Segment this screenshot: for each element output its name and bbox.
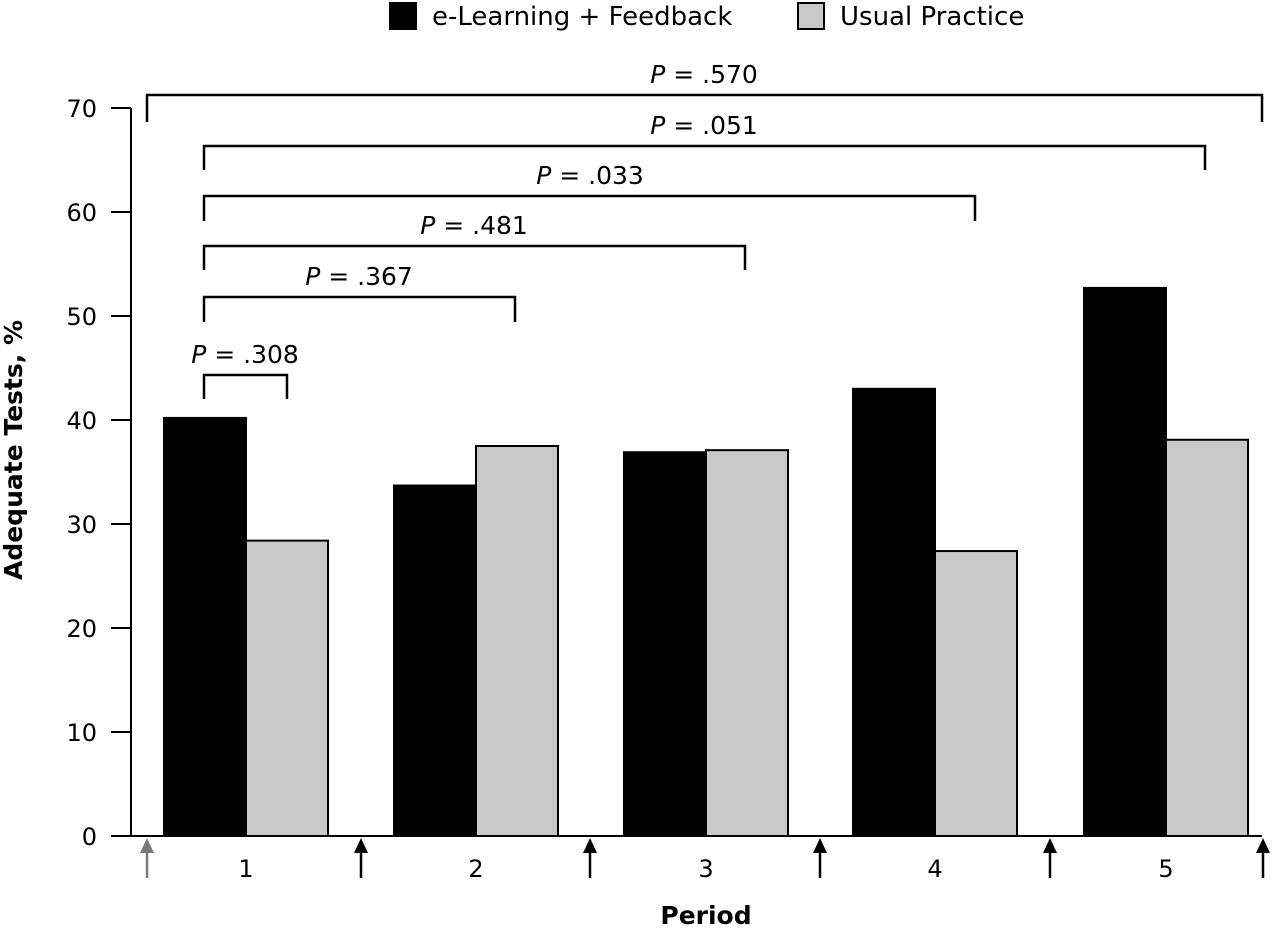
p-value-label: P = .481 bbox=[420, 211, 528, 240]
period-boundary-arrow bbox=[140, 838, 154, 878]
bar-usual-practice-period-1 bbox=[245, 539, 329, 837]
bar-elearning-period-4 bbox=[852, 387, 936, 837]
y-tick-label: 20 bbox=[66, 615, 97, 643]
y-axis-title: Adequate Tests, % bbox=[0, 320, 28, 580]
p-value-label: P = .033 bbox=[536, 161, 644, 190]
y-axis: 0 10 20 30 40 50 60 70 bbox=[66, 95, 132, 851]
period-boundary-arrow bbox=[583, 838, 597, 878]
bar-usual-practice-period-4 bbox=[934, 550, 1018, 837]
y-tick-label: 50 bbox=[66, 303, 97, 331]
legend: e-Learning + Feedback Usual Practice bbox=[389, 2, 1024, 32]
legend-label-elearning: e-Learning + Feedback bbox=[432, 2, 732, 32]
x-tick-label: 4 bbox=[927, 855, 942, 883]
comparison-bracket: P = .051 bbox=[202, 111, 1207, 170]
comparison-bracket: P = .570 bbox=[145, 60, 1264, 122]
bars bbox=[163, 286, 1249, 838]
x-axis: 1 2 3 4 5 bbox=[131, 835, 1270, 883]
p-value-label: P = .570 bbox=[650, 60, 758, 89]
x-tick-label: 2 bbox=[468, 855, 483, 883]
legend-item-usual-practice: Usual Practice bbox=[797, 2, 1024, 32]
legend-swatch-usual-practice bbox=[797, 2, 825, 30]
p-value-label: P = .367 bbox=[305, 262, 413, 291]
bar-elearning-period-3 bbox=[623, 451, 707, 837]
bar-usual-practice-period-2 bbox=[475, 445, 559, 837]
period-boundary-arrow bbox=[1256, 838, 1270, 878]
comparison-bracket: P = .367 bbox=[202, 262, 517, 322]
x-tick-label: 5 bbox=[1158, 855, 1173, 883]
y-tick-label: 40 bbox=[66, 407, 97, 435]
period-boundary-arrow bbox=[1043, 838, 1057, 878]
x-axis-title: Period bbox=[660, 901, 751, 928]
bar-usual-practice-period-3 bbox=[705, 449, 789, 837]
period-boundary-arrow bbox=[813, 838, 827, 878]
period-boundary-arrow bbox=[354, 838, 368, 878]
comparison-bracket: P = .481 bbox=[202, 211, 747, 270]
x-tick-label: 1 bbox=[238, 855, 253, 883]
p-value-label: P = .308 bbox=[191, 340, 299, 369]
bar-elearning-period-5 bbox=[1083, 286, 1167, 838]
legend-label-usual-practice: Usual Practice bbox=[840, 2, 1024, 32]
bar-usual-practice-period-5 bbox=[1165, 438, 1249, 837]
legend-item-elearning: e-Learning + Feedback bbox=[389, 2, 732, 32]
y-tick-label: 30 bbox=[66, 511, 97, 539]
y-tick-label: 0 bbox=[82, 823, 97, 851]
p-value-label: P = .051 bbox=[650, 111, 758, 140]
comparison-bracket: P = .308 bbox=[191, 340, 299, 399]
legend-swatch-elearning bbox=[389, 2, 417, 30]
comparison-bracket: P = .033 bbox=[202, 161, 977, 221]
y-tick-label: 60 bbox=[66, 199, 97, 227]
x-tick-label: 3 bbox=[698, 855, 713, 883]
bar-elearning-period-2 bbox=[393, 484, 477, 837]
y-tick-label: 10 bbox=[66, 719, 97, 747]
y-tick-label: 70 bbox=[66, 95, 97, 123]
bar-elearning-period-1 bbox=[163, 416, 247, 837]
